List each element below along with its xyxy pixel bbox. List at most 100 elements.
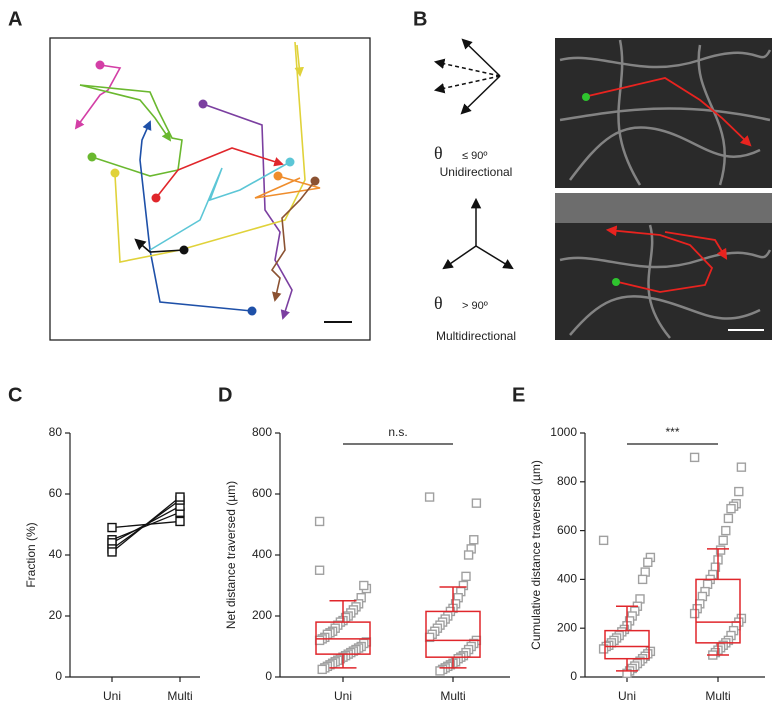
x-tick-label: Multi (705, 689, 730, 703)
y-tick-label: 200 (252, 608, 272, 622)
image-band (555, 193, 772, 223)
data-point (471, 498, 482, 508)
significance-label: n.s. (388, 425, 407, 439)
y-tick-label: 1000 (550, 425, 577, 439)
track (79, 84, 172, 142)
y-tick-label: 80 (49, 425, 63, 439)
y-tick-label: 400 (252, 547, 272, 561)
marker (175, 492, 185, 502)
y-axis-label: Fraction (%) (24, 522, 38, 587)
y-tick-label: 20 (49, 608, 63, 622)
track (74, 64, 122, 130)
data-point (689, 608, 700, 619)
x-tick-label: Uni (618, 689, 636, 703)
y-axis-label: Net distance traversed (µm) (224, 481, 238, 629)
data-point (461, 571, 471, 582)
data-point (314, 565, 325, 575)
data-point (435, 666, 445, 676)
data-point (314, 516, 325, 527)
vessel (647, 224, 671, 339)
track (149, 161, 291, 251)
vessel (617, 39, 642, 186)
y-tick-label: 0 (55, 669, 62, 683)
angle-diagram (433, 38, 514, 270)
panel-letter: C (8, 384, 22, 406)
track (155, 147, 284, 199)
track (134, 238, 185, 253)
red-path (605, 225, 714, 293)
y-tick-label: 60 (49, 486, 63, 500)
box (315, 621, 371, 655)
data-point (643, 557, 653, 568)
y-tick-label: 0 (570, 669, 577, 683)
vessel (559, 249, 772, 269)
vessel (569, 295, 761, 336)
panel-letter: D (218, 384, 232, 406)
significance-label: *** (665, 425, 679, 439)
red-path (587, 77, 752, 147)
data-point (598, 644, 609, 654)
track-start (95, 60, 105, 70)
y-tick-label: 600 (252, 486, 272, 500)
y-tick-label: 600 (557, 523, 577, 537)
cell (612, 278, 620, 286)
micrograph (555, 38, 772, 340)
pair-line (111, 496, 181, 553)
direction-arrow (433, 58, 501, 77)
pair-line (111, 511, 181, 541)
data-point (689, 452, 700, 463)
data-point (734, 486, 744, 497)
cell (582, 93, 590, 101)
track-start (273, 171, 283, 181)
data-point (463, 550, 474, 560)
data-point (736, 462, 747, 472)
x-tick-label: Multi (167, 689, 192, 703)
x-tick-label: Uni (103, 689, 121, 703)
track-start (285, 157, 295, 167)
marker (107, 547, 117, 557)
y-tick-label: 800 (557, 474, 577, 488)
data-point (723, 513, 734, 524)
track (79, 84, 183, 177)
track (114, 41, 306, 263)
track (294, 44, 305, 77)
direction-arrow (442, 245, 477, 270)
data-point (715, 545, 726, 555)
data-point (726, 503, 736, 514)
data-point (424, 492, 435, 502)
marker (107, 522, 117, 533)
track-panel (49, 37, 371, 341)
marker (175, 516, 185, 527)
track-start (247, 306, 257, 316)
theta: θ (434, 143, 443, 163)
red-path (664, 231, 728, 260)
track (270, 180, 316, 302)
theta: θ (434, 293, 443, 313)
y-tick-label: 200 (557, 620, 577, 634)
panel-letter: E (512, 384, 525, 406)
y-tick-label: 0 (265, 669, 272, 683)
y-tick-label: 400 (557, 572, 577, 586)
angle-text: ≤ 90º (462, 150, 487, 162)
data-point (721, 525, 731, 536)
angle-text: > 90º (462, 300, 488, 312)
track-start (198, 99, 208, 109)
track-start (110, 168, 120, 178)
diagram-label: Unidirectional (440, 165, 513, 179)
data-point (314, 635, 325, 646)
direction-arrow (460, 75, 501, 115)
direction-arrow (475, 245, 514, 270)
track-start (87, 152, 97, 162)
diagram-label: Multidirectional (436, 329, 516, 343)
data-point (469, 535, 479, 545)
box (604, 629, 650, 660)
direction-arrow (461, 38, 501, 77)
track-start (151, 193, 161, 203)
data-point (317, 664, 327, 675)
track-start (310, 176, 320, 186)
data-point (637, 574, 648, 585)
y-tick-label: 40 (49, 547, 63, 561)
y-axis-label: Cumulative distance traversed (µm) (529, 460, 543, 650)
vessel (569, 126, 761, 181)
